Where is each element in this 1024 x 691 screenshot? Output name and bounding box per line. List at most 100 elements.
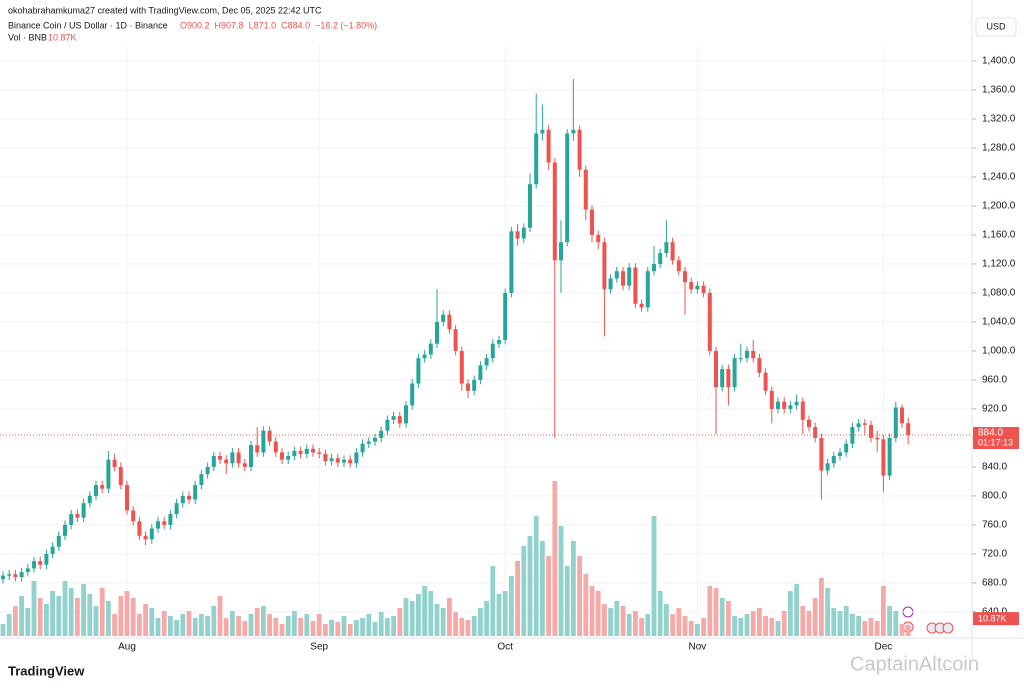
volume-bar bbox=[329, 620, 334, 636]
y-tick-label: 1,080.0 bbox=[982, 288, 1016, 299]
countdown: 01:17:13 bbox=[978, 437, 1013, 447]
volume-bar bbox=[850, 614, 855, 636]
candle-body bbox=[379, 430, 384, 438]
candle-body bbox=[745, 350, 749, 359]
volume-bar bbox=[192, 618, 198, 636]
y-tick-label: 1,200.0 bbox=[982, 201, 1016, 212]
volume-bar bbox=[341, 616, 347, 636]
candle-body bbox=[373, 437, 377, 442]
y-tick-label: 960.0 bbox=[982, 375, 1007, 386]
volume-bar bbox=[837, 611, 843, 636]
volume-bar bbox=[738, 618, 744, 636]
volume-bar bbox=[552, 481, 558, 636]
volume-bar bbox=[651, 516, 657, 636]
currency-box[interactable] bbox=[975, 17, 1017, 37]
candle-body bbox=[763, 372, 768, 391]
candle-body bbox=[590, 209, 594, 235]
candle-body bbox=[391, 416, 396, 420]
volume-bar bbox=[583, 574, 589, 636]
volume-bar bbox=[292, 611, 297, 636]
candle-body bbox=[559, 242, 563, 261]
candle-body bbox=[497, 340, 501, 344]
volume-bar bbox=[496, 594, 502, 636]
volume-bar bbox=[905, 625, 911, 636]
volume-bar bbox=[409, 601, 415, 636]
volume-bar bbox=[657, 591, 663, 636]
candle-body bbox=[149, 528, 154, 540]
volume-bar bbox=[298, 618, 303, 636]
candle-body bbox=[236, 452, 241, 464]
candle-body bbox=[875, 437, 880, 440]
volume-bar bbox=[242, 621, 248, 636]
volume-bar bbox=[168, 616, 173, 636]
volume-bar bbox=[732, 616, 737, 636]
volume-bar bbox=[676, 608, 682, 636]
y-tick-label: 1,280.0 bbox=[982, 143, 1016, 154]
candle-body bbox=[807, 419, 811, 428]
candle-body bbox=[540, 129, 545, 134]
candle-body bbox=[714, 350, 718, 388]
candle-body bbox=[782, 401, 787, 409]
y-tick-label: 920.0 bbox=[982, 404, 1007, 415]
candle-body bbox=[552, 162, 557, 261]
candle-body bbox=[125, 485, 129, 511]
candle-body bbox=[676, 260, 681, 272]
volume-bar bbox=[310, 621, 316, 636]
candle-body bbox=[906, 423, 911, 436]
event-icon[interactable] bbox=[942, 622, 954, 634]
y-tick-label: 640.0 bbox=[982, 607, 1007, 618]
volume-bar bbox=[44, 604, 49, 636]
volume-bar bbox=[577, 556, 582, 636]
candle-body bbox=[788, 405, 793, 409]
volume-bar bbox=[763, 616, 768, 636]
candle-body bbox=[335, 458, 340, 463]
volume-bar bbox=[354, 620, 359, 636]
volume-bar bbox=[19, 596, 24, 636]
candle-body bbox=[404, 405, 408, 424]
volume-bar bbox=[546, 556, 551, 636]
candle-body bbox=[410, 383, 415, 406]
y-tick-label: 840.0 bbox=[982, 462, 1007, 473]
volume-bar bbox=[540, 541, 545, 636]
volume-bar bbox=[856, 616, 861, 636]
price-label: 884.0 bbox=[978, 428, 1003, 439]
volume-bar bbox=[174, 620, 179, 636]
grid bbox=[0, 45, 972, 638]
volume-bar bbox=[161, 611, 167, 636]
candle-body bbox=[887, 437, 892, 476]
candle-body bbox=[800, 401, 805, 420]
candle-body bbox=[94, 485, 98, 496]
watermark: CaptainAltcoin bbox=[850, 653, 979, 675]
currency[interactable]: USD bbox=[986, 21, 1006, 31]
candle-body bbox=[354, 452, 359, 464]
volume-bar bbox=[509, 576, 514, 636]
volume-bar bbox=[812, 598, 818, 636]
candle-body bbox=[422, 354, 427, 359]
logo: TradingView bbox=[8, 663, 85, 678]
candle-body bbox=[521, 227, 526, 239]
volume-bar bbox=[230, 611, 235, 636]
volume-bar bbox=[37, 598, 43, 636]
candle-body bbox=[571, 129, 576, 134]
candle-body bbox=[472, 379, 477, 391]
candle-body bbox=[323, 453, 328, 462]
volume-bar bbox=[701, 618, 706, 636]
legend-value: −16.2 (−1.80%) bbox=[315, 20, 377, 30]
volume-bar bbox=[112, 614, 117, 636]
candle-body bbox=[87, 495, 92, 504]
volume-bar bbox=[143, 604, 148, 636]
volume-bar bbox=[744, 614, 750, 636]
volume-bar bbox=[93, 606, 99, 636]
candle-body bbox=[478, 365, 483, 380]
candle-body bbox=[81, 503, 86, 518]
candle-body bbox=[366, 441, 371, 444]
candle-body bbox=[627, 267, 632, 286]
y-tick-label: 1,160.0 bbox=[982, 230, 1016, 241]
candle-body bbox=[416, 358, 421, 384]
candle-body bbox=[515, 231, 520, 239]
candle-body bbox=[639, 303, 644, 308]
volume-bar bbox=[211, 606, 217, 636]
candle-body bbox=[292, 450, 297, 457]
candle-body bbox=[459, 350, 464, 384]
volume-bar bbox=[273, 618, 279, 636]
